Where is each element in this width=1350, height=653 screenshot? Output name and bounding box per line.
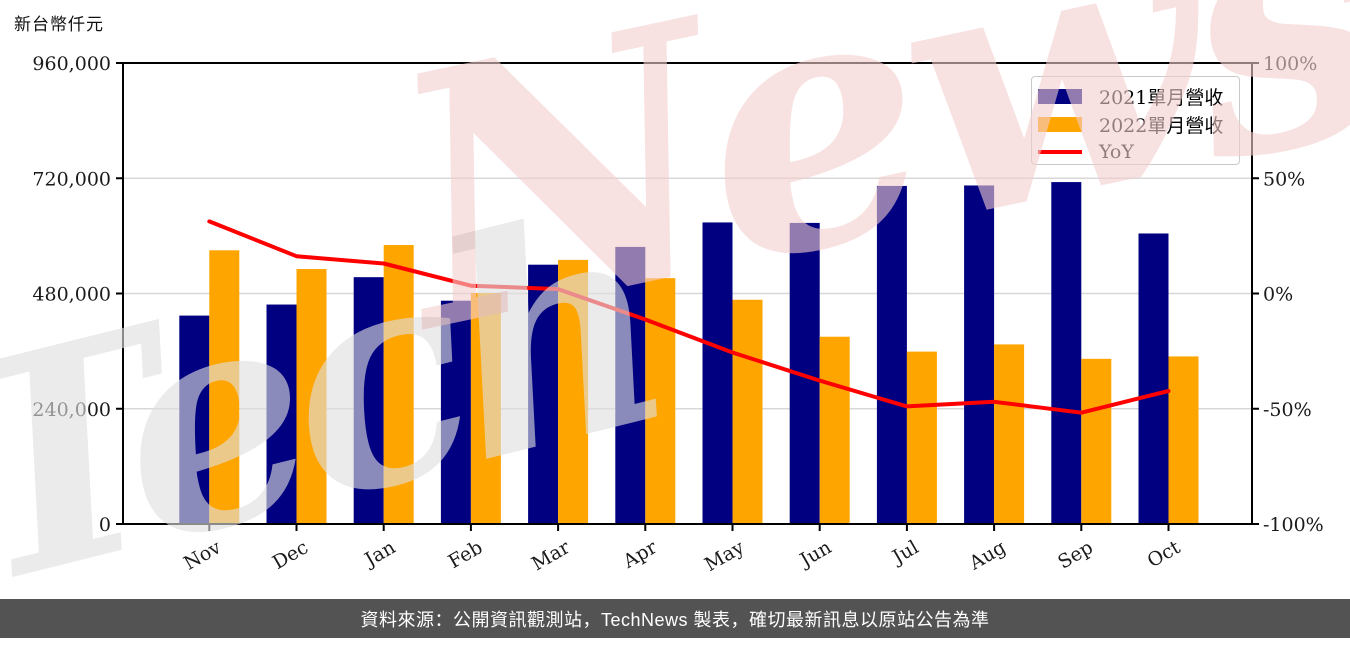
x-axis-month-label: May: [701, 536, 748, 576]
x-axis-month-label: Jan: [359, 536, 399, 572]
bar-2022-aug: [994, 344, 1025, 524]
right-axis-tick-label: 50%: [1263, 168, 1305, 190]
left-axis-tick-label: 0: [99, 514, 111, 536]
bar-2022-feb: [470, 293, 501, 524]
left-axis-tick-label: 720,000: [32, 168, 111, 190]
bar-2021-mar: [528, 264, 559, 524]
legend: 2021單月營收 2022單月營收 YoY: [1031, 76, 1240, 165]
legend-label-yoy: YoY: [1099, 141, 1134, 163]
bar-2022-jun: [819, 336, 850, 524]
bar-2021-apr: [615, 246, 646, 524]
bar-2022-oct: [1168, 356, 1199, 524]
legend-swatch-2021-icon: [1038, 88, 1082, 104]
footer-source-text: 資料來源：公開資訊觀測站，TechNews 製表，確切最新訊息以原站公告為準: [360, 609, 990, 630]
bar-2021-feb: [440, 300, 471, 524]
x-axis-month-label: Mar: [528, 536, 574, 575]
bar-2022-jan: [383, 244, 414, 524]
x-axis-month-label: Apr: [619, 536, 662, 573]
right-axis-tick-label: -50%: [1263, 399, 1312, 421]
left-axis-tick-label: 240,000: [32, 399, 111, 421]
bar-2022-jul: [906, 351, 937, 524]
revenue-yoy-chart: 0 240,000 480,000 720,000 960,000 -100% -50% 0%…: [32, 53, 1324, 576]
bar-2021-aug: [964, 185, 995, 524]
left-axis-unit-label: 新台幣仟元: [14, 15, 104, 34]
bar-2022-mar: [558, 259, 589, 524]
legend-item-2021: 2021單月營收: [1038, 82, 1239, 110]
legend-label-2021: 2021單月營收: [1099, 86, 1224, 109]
x-axis-month-label: Oct: [1144, 536, 1185, 572]
right-axis-tick-label: 0%: [1263, 284, 1293, 306]
legend-line-yoy-icon: [1038, 150, 1082, 154]
legend-swatch-2022-icon: [1038, 116, 1082, 132]
left-axis-tick-label: 960,000: [32, 53, 111, 75]
x-axis-month-label: Sep: [1054, 536, 1097, 573]
right-axis-tick-label: -100%: [1263, 514, 1324, 536]
bar-2021-may: [702, 222, 733, 524]
legend-item-yoy: YoY: [1038, 138, 1239, 166]
bar-2021-nov: [179, 315, 210, 524]
x-axis-month-label: Jun: [795, 536, 836, 572]
legend-label-2022: 2022單月營收: [1099, 114, 1224, 137]
bar-2021-dec: [266, 304, 297, 524]
bar-2022-may: [732, 299, 763, 524]
bar-2022-nov: [209, 250, 240, 524]
footer-bar: 資料來源：公開資訊觀測站，TechNews 製表，確切最新訊息以原站公告為準: [0, 599, 1350, 638]
x-axis-month-label: Nov: [180, 536, 225, 575]
x-axis-month-label: Dec: [269, 536, 312, 574]
bar-2022-dec: [296, 269, 327, 524]
bar-2021-jan: [353, 277, 384, 524]
yoy-line: [207, 219, 1171, 415]
bar-2021-oct: [1138, 233, 1169, 525]
bar-2021-sep: [1051, 182, 1082, 524]
bar-2022-sep: [1081, 358, 1112, 524]
left-axis-tick-label: 480,000: [32, 284, 111, 306]
right-axis-tick-label: 100%: [1263, 53, 1317, 75]
x-axis-month-label: Aug: [965, 536, 1010, 575]
bar-2021-jul: [876, 185, 907, 524]
x-axis-month-label: Feb: [445, 536, 487, 573]
bar-2022-apr: [645, 278, 676, 524]
legend-item-2022: 2022單月營收: [1038, 110, 1239, 138]
x-axis-month-label: Jul: [887, 536, 922, 569]
